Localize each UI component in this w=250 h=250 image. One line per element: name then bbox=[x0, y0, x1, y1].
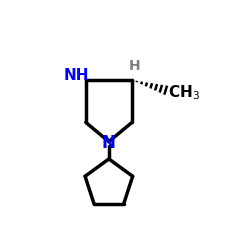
Text: CH$_3$: CH$_3$ bbox=[168, 83, 200, 102]
Text: N: N bbox=[102, 134, 116, 152]
Text: H: H bbox=[129, 58, 141, 72]
Text: NH: NH bbox=[64, 68, 89, 83]
